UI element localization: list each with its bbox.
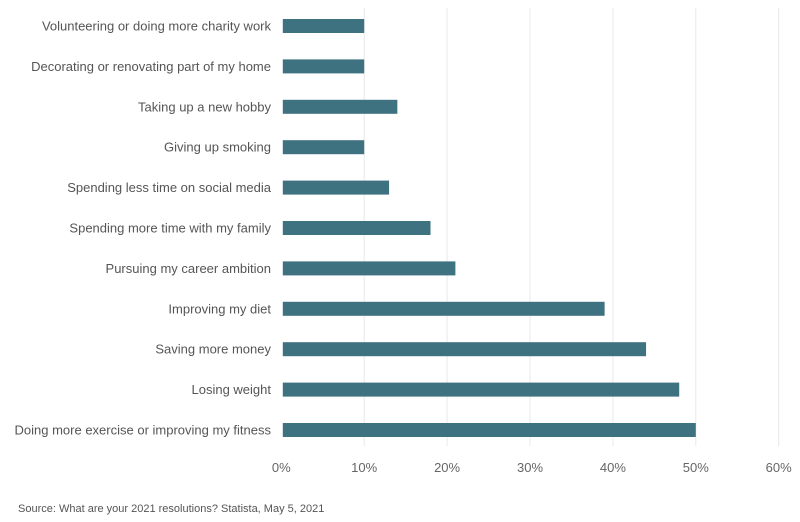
bar [282, 382, 680, 397]
bar [282, 59, 365, 74]
bar [282, 301, 605, 316]
bar [282, 423, 696, 437]
category-label: Spending less time on social media [67, 180, 272, 195]
category-label: Taking up a new hobby [138, 99, 271, 114]
category-label: Spending more time with my family [69, 221, 271, 236]
bar [282, 19, 365, 33]
bar [282, 180, 390, 195]
x-tick-label: 30% [517, 460, 543, 475]
bar [282, 342, 647, 357]
category-label: Pursuing my career ambition [106, 261, 271, 276]
x-tick-label: 0% [272, 460, 291, 475]
x-tick-label: 50% [683, 460, 709, 475]
bar [282, 261, 456, 276]
category-label: Volunteering or doing more charity work [42, 19, 272, 34]
source-note: Source: What are your 2021 resolutions? … [18, 503, 325, 515]
category-label: Giving up smoking [164, 140, 271, 155]
bar [282, 99, 398, 114]
bar [282, 140, 365, 155]
category-label: Doing more exercise or improving my fitn… [15, 423, 272, 438]
category-label: Decorating or renovating part of my home [31, 59, 271, 74]
bar [282, 221, 431, 235]
category-label: Saving more money [155, 342, 271, 357]
category-label: Improving my diet [168, 301, 271, 316]
category-label: Losing weight [192, 382, 272, 397]
x-tick-label: 40% [600, 460, 626, 475]
x-tick-label: 60% [766, 460, 792, 475]
x-tick-label: 20% [434, 460, 460, 475]
x-tick-label: 10% [351, 460, 377, 475]
